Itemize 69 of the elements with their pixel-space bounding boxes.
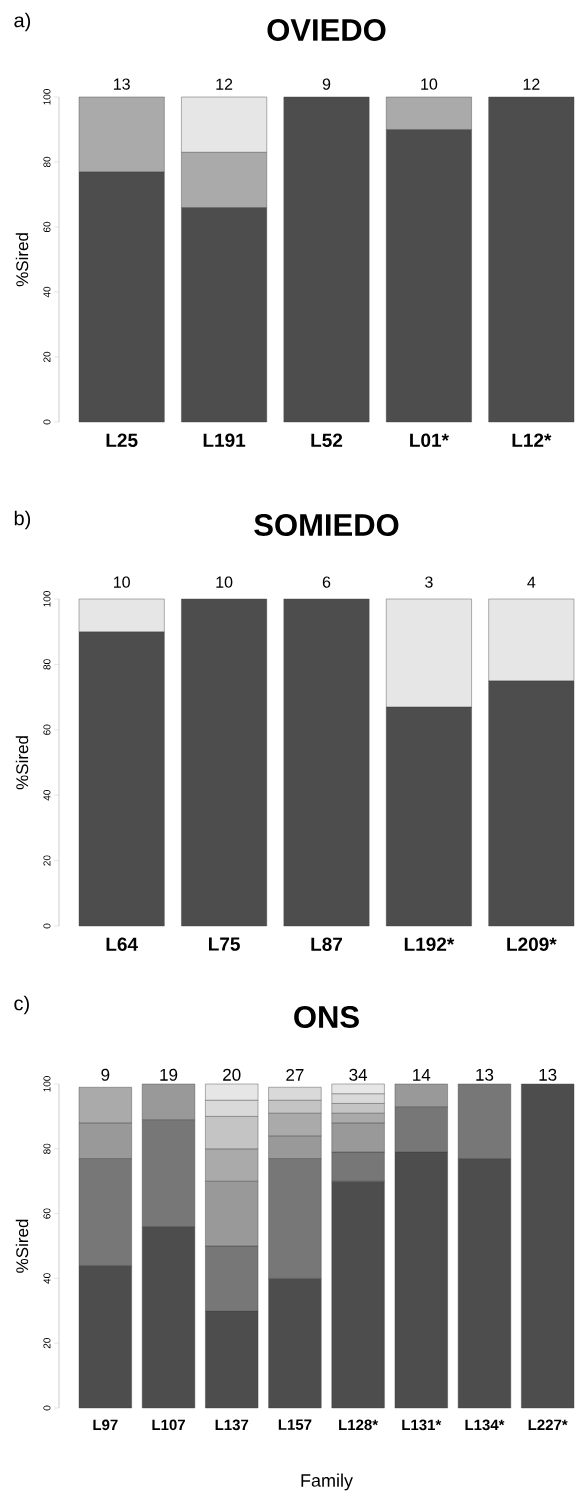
bar [283, 96, 370, 423]
bar [521, 1083, 575, 1409]
y-tick-label: 0 [43, 1405, 51, 1411]
y-axis-title: %Sired [15, 736, 29, 790]
annotation: 12 [216, 78, 233, 90]
y-tick-label: 60 [43, 724, 51, 735]
x-tick-label: L134* [465, 1419, 505, 1431]
annotation: 10 [216, 576, 233, 588]
annotation: 13 [539, 1068, 557, 1081]
y-tick-label: 20 [43, 1338, 51, 1349]
text: c) [14, 995, 29, 1015]
y-tick-label: 20 [43, 351, 51, 363]
y-tick-label: 40 [43, 286, 51, 298]
x-tick-label: L157 [278, 1419, 312, 1430]
y-tick-label: 80 [43, 1143, 51, 1154]
chart-title: ONS [294, 1006, 359, 1028]
y-tick-label: 100 [43, 1076, 51, 1092]
annotation: 27 [286, 1068, 304, 1081]
annotation: 12 [523, 78, 540, 90]
x-tick-label: L52 [311, 433, 343, 447]
x-tick-label: L12* [512, 433, 552, 447]
x-tick-label: L192* [404, 937, 455, 951]
annotation: 9 [322, 78, 331, 90]
x-tick-label: L227* [528, 1419, 568, 1430]
chart-title: SOMIEDO [254, 514, 399, 536]
y-tick-label: 0 [43, 923, 51, 929]
y-tick-label: 100 [43, 89, 51, 105]
y-tick-label: 60 [43, 1208, 51, 1219]
annotation: 14 [413, 1069, 431, 1081]
bar [488, 96, 575, 423]
chart-title: OVIEDO [267, 19, 386, 41]
text: a) [14, 12, 31, 32]
annotation: 13 [114, 78, 130, 90]
y-tick-label: 40 [43, 1273, 51, 1284]
annotation: 19 [160, 1068, 178, 1081]
text: b) [14, 510, 31, 530]
x-tick-label: L25 [106, 433, 138, 447]
annotation: 3 [425, 576, 433, 588]
x-tick-label: L75 [208, 937, 240, 951]
y-axis-title: %Sired [15, 1219, 29, 1273]
annotation: 13 [476, 1068, 494, 1081]
x-axis-title: Family [301, 1473, 353, 1491]
x-tick-label: L209* [507, 937, 557, 951]
x-tick-label: L191 [203, 433, 246, 447]
y-tick-label: 20 [43, 855, 51, 866]
x-tick-label: L107 [152, 1419, 185, 1431]
x-tick-label: L97 [93, 1419, 118, 1431]
y-tick-label: 80 [43, 156, 51, 168]
bar [181, 598, 267, 927]
y-tick-label: 80 [43, 659, 51, 670]
x-tick-label: L131* [402, 1419, 442, 1431]
x-tick-label: L64 [106, 937, 138, 951]
y-axis-title: %Sired [15, 233, 29, 287]
x-tick-label: L01* [410, 433, 449, 447]
y-tick-label: 60 [43, 221, 51, 233]
bar [283, 598, 370, 927]
y-tick-label: 0 [43, 419, 51, 425]
annotation: 6 [322, 576, 331, 588]
x-tick-label: L87 [311, 937, 343, 951]
annotation: 10 [421, 78, 438, 90]
x-tick-label: L137 [215, 1419, 249, 1431]
y-tick-label: 40 [43, 790, 51, 801]
annotation: 34 [349, 1068, 368, 1081]
annotation: 20 [223, 1068, 241, 1081]
x-tick-label: L128* [339, 1419, 379, 1431]
annotation: 10 [114, 576, 130, 588]
annotation: 4 [527, 576, 536, 588]
annotation: 9 [101, 1068, 110, 1081]
y-tick-label: 100 [43, 591, 51, 607]
